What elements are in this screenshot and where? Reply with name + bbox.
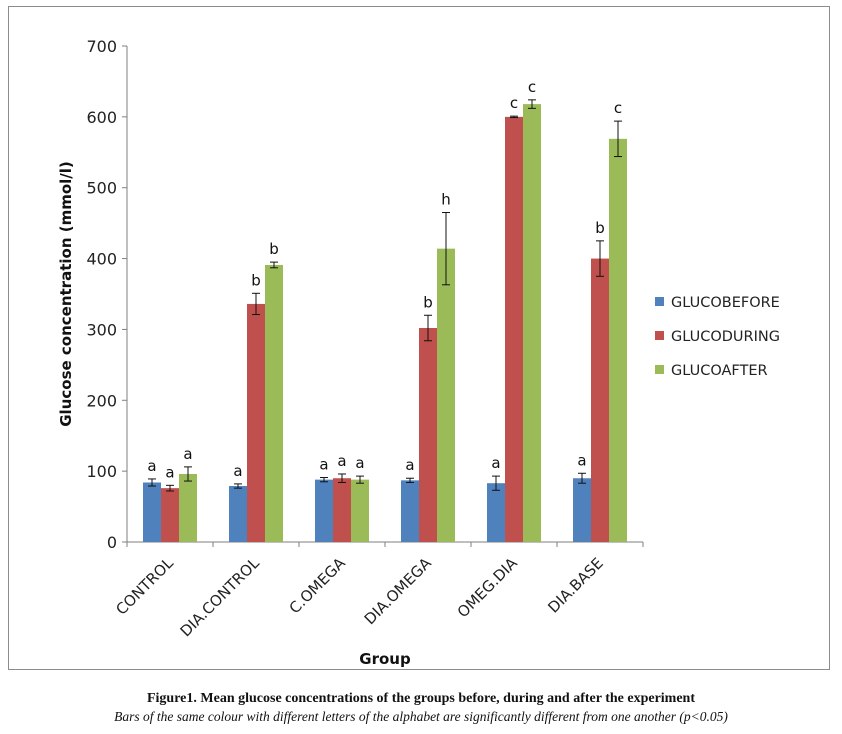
y-tick-label: 500 — [86, 179, 117, 198]
y-tick-label: 300 — [86, 320, 117, 339]
x-axis-title: Group — [359, 650, 411, 668]
x-category-label: DIA.OMEGA — [361, 554, 436, 629]
legend-label: GLUCOBEFORE — [671, 295, 780, 311]
bar — [505, 116, 523, 542]
bar — [315, 479, 333, 542]
y-tick-label: 100 — [86, 462, 117, 481]
figure-caption: Figure1. Mean glucose concentrations of … — [0, 690, 842, 726]
bar — [179, 473, 197, 542]
y-tick-label: 200 — [86, 391, 117, 410]
x-category-label: DIA.BASE — [544, 554, 606, 616]
bar — [265, 264, 283, 542]
bar — [609, 138, 627, 542]
y-tick-label: 400 — [86, 250, 117, 269]
bar — [333, 478, 351, 542]
y-tick-label: 700 — [86, 37, 117, 56]
significance-letter: a — [319, 456, 328, 474]
significance-letter: c — [614, 99, 622, 117]
bar — [229, 486, 247, 542]
legend-swatch — [655, 331, 664, 340]
significance-letter: a — [147, 457, 156, 475]
significance-letter: a — [491, 454, 500, 472]
significance-letter: a — [337, 452, 346, 470]
significance-letter: b — [269, 240, 279, 258]
y-tick-label: 0 — [107, 533, 117, 552]
bar — [523, 104, 541, 543]
x-category-label: DIA.CONTROL — [177, 554, 264, 641]
legend-swatch — [655, 297, 664, 306]
bar — [419, 328, 437, 542]
significance-letter: c — [510, 94, 518, 112]
significance-letter: a — [355, 454, 364, 472]
significance-letter: a — [165, 463, 174, 481]
significance-letter: a — [233, 462, 242, 480]
caption-note: Bars of the same colour with different l… — [114, 709, 728, 724]
glucose-bar-chart: 0 100 200 300 400 500 600 700 Glucose concentrat… — [57, 37, 780, 668]
bar — [401, 480, 419, 542]
legend-swatch — [655, 365, 664, 374]
significance-letter: b — [423, 293, 433, 311]
legend-label: GLUCOAFTER — [671, 363, 768, 379]
y-axis-title: Glucose concentration (mmol/l) — [57, 161, 75, 427]
significance-letter: b — [595, 219, 605, 237]
bar — [487, 483, 505, 542]
bar — [573, 478, 591, 542]
significance-letter: h — [441, 191, 451, 209]
bar — [437, 248, 455, 542]
caption-title: Figure1. Mean glucose concentrations of … — [146, 691, 696, 706]
significance-letter: a — [577, 451, 586, 469]
significance-letter: b — [251, 271, 261, 289]
bar — [351, 479, 369, 542]
bar — [591, 258, 609, 542]
x-category-label: OMEG.DIA — [454, 554, 522, 622]
x-category-label: CONTROL — [112, 554, 177, 619]
bar — [247, 303, 265, 542]
legend-label: GLUCODURING — [671, 329, 780, 345]
y-tick-label: 600 — [86, 108, 117, 127]
bar — [161, 488, 179, 542]
significance-letter: a — [405, 456, 414, 474]
chart-frame: 0 100 200 300 400 500 600 700 Glucose concentrat… — [8, 6, 830, 670]
bar — [143, 482, 161, 542]
significance-letter: c — [528, 78, 536, 96]
x-category-label: C.OMEGA — [286, 554, 350, 618]
significance-letter: a — [183, 445, 192, 463]
